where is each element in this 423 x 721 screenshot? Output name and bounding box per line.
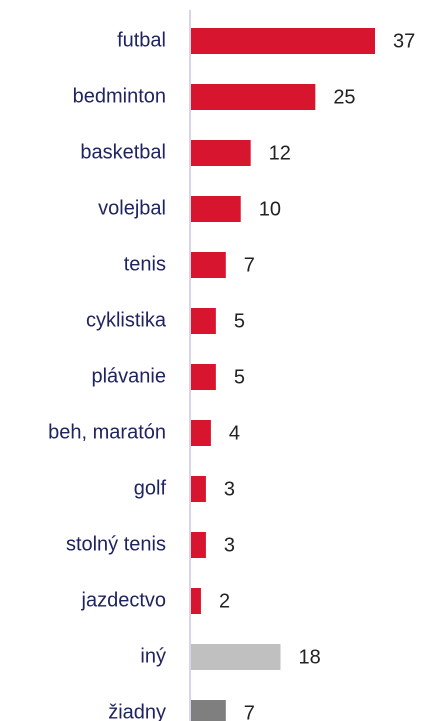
value-label: 5 [234, 366, 245, 388]
bar [191, 476, 206, 502]
category-label: beh, maratón [48, 421, 166, 443]
value-label: 18 [299, 646, 321, 668]
value-label: 25 [333, 86, 355, 108]
category-label: plávanie [91, 365, 166, 387]
category-label: iný [140, 645, 166, 667]
category-label: žiadny [108, 701, 166, 721]
value-label: 7 [244, 254, 255, 276]
value-label: 3 [224, 478, 235, 500]
bar [191, 364, 216, 390]
category-label: cyklistika [86, 309, 167, 331]
bar [191, 140, 251, 166]
bar [191, 532, 206, 558]
bar [191, 196, 241, 222]
category-label: basketbal [80, 141, 166, 163]
bar [191, 84, 316, 110]
value-label: 4 [229, 422, 240, 444]
value-label: 2 [219, 590, 230, 612]
value-label: 10 [259, 198, 281, 220]
category-label: golf [134, 477, 167, 499]
category-label: tenis [124, 253, 166, 275]
bar [191, 700, 226, 721]
bar [191, 588, 201, 614]
bar [191, 252, 226, 278]
category-label: jazdectvo [81, 589, 167, 611]
value-label: 5 [234, 310, 245, 332]
value-label: 3 [224, 534, 235, 556]
category-label: stolný tenis [66, 533, 166, 555]
value-label: 37 [393, 30, 415, 52]
bar [191, 308, 216, 334]
bar [191, 644, 281, 670]
category-label: volejbal [98, 197, 166, 219]
bar [191, 420, 211, 446]
value-label: 7 [244, 702, 255, 721]
category-label: bedminton [73, 85, 166, 107]
bar [191, 28, 375, 54]
category-label: futbal [117, 29, 166, 51]
value-label: 12 [269, 142, 291, 164]
